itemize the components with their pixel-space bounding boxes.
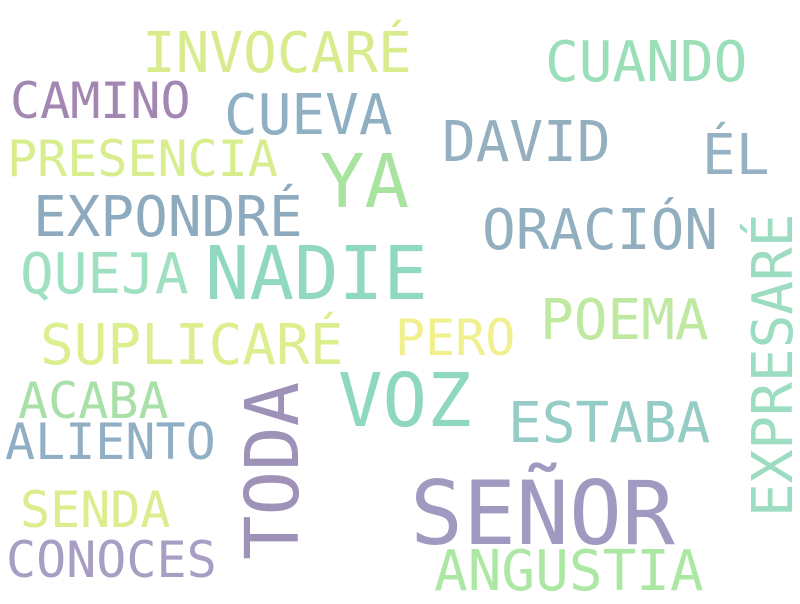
word-cueva: CUEVA bbox=[224, 83, 393, 148]
word-nadie: NADIE bbox=[205, 231, 428, 317]
word-voz: VOZ bbox=[338, 358, 472, 444]
word-senda: SENDA bbox=[20, 481, 171, 539]
word-suplicare: SUPLICARÉ bbox=[40, 313, 344, 378]
word-conoces: CONOCES bbox=[6, 531, 217, 589]
word-oracion: ORACIÓN bbox=[482, 198, 719, 263]
word-el: ÉL bbox=[702, 123, 770, 188]
word-presencia: PRESENCIA bbox=[7, 130, 278, 188]
word-queja: QUEJA bbox=[20, 242, 189, 307]
word-estaba: ESTABA bbox=[508, 391, 711, 456]
word-poema: POEMA bbox=[540, 288, 709, 353]
word-cuando: CUANDO bbox=[545, 30, 748, 95]
word-expresare: EXPRESARÉ bbox=[741, 213, 800, 517]
word-toda: TODA bbox=[230, 381, 316, 560]
word-expondre: EXPONDRÉ bbox=[33, 185, 303, 250]
word-aliento: ALIENTO bbox=[5, 413, 216, 471]
word-pero: PERO bbox=[395, 309, 516, 367]
word-senor: SEÑOR bbox=[410, 462, 675, 565]
word-camino: CAMINO bbox=[10, 72, 191, 130]
word-ya: YA bbox=[320, 139, 410, 225]
word-invocare: INVOCARÉ bbox=[142, 21, 412, 86]
word-david: DAVID bbox=[442, 110, 611, 175]
word-angustia: ANGUSTIA bbox=[434, 539, 704, 604]
word-acaba: ACABA bbox=[18, 372, 169, 430]
